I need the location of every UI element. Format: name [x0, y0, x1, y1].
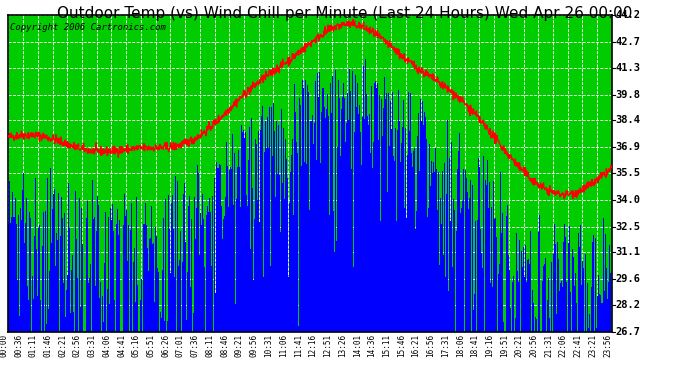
Text: 10:31: 10:31 [264, 334, 273, 357]
Text: 29.6: 29.6 [615, 274, 640, 284]
Text: 19:51: 19:51 [500, 334, 509, 357]
Text: 00:36: 00:36 [14, 334, 23, 357]
Text: 26.7: 26.7 [615, 327, 640, 337]
Text: 20:21: 20:21 [515, 334, 524, 357]
Text: 08:11: 08:11 [206, 334, 215, 357]
Text: 14:36: 14:36 [367, 334, 377, 357]
Text: 13:26: 13:26 [338, 334, 347, 357]
Text: 32.5: 32.5 [615, 222, 640, 232]
Text: 01:46: 01:46 [43, 334, 52, 357]
Text: 09:56: 09:56 [250, 334, 259, 357]
Text: 09:21: 09:21 [235, 334, 244, 357]
Text: 31.1: 31.1 [615, 247, 640, 257]
Text: 35.5: 35.5 [615, 168, 640, 177]
Text: 11:06: 11:06 [279, 334, 288, 357]
Text: 19:16: 19:16 [485, 334, 494, 357]
Text: 17:31: 17:31 [441, 334, 450, 357]
Text: 41.3: 41.3 [615, 63, 640, 72]
Text: 14:01: 14:01 [353, 334, 362, 357]
Text: 39.8: 39.8 [615, 90, 640, 100]
Text: 38.4: 38.4 [615, 115, 640, 125]
Text: 16:21: 16:21 [412, 334, 421, 357]
Text: 23:56: 23:56 [603, 334, 612, 357]
Text: 16:56: 16:56 [426, 334, 435, 357]
Text: 23:21: 23:21 [589, 334, 598, 357]
Text: 02:56: 02:56 [73, 334, 82, 357]
Text: 05:51: 05:51 [146, 334, 155, 357]
Text: 18:06: 18:06 [456, 334, 465, 357]
Text: 20:56: 20:56 [529, 334, 538, 357]
Text: 42.7: 42.7 [615, 37, 640, 47]
Text: 36.9: 36.9 [615, 142, 640, 152]
Text: 03:31: 03:31 [88, 334, 97, 357]
Text: 07:01: 07:01 [176, 334, 185, 357]
Text: 22:06: 22:06 [559, 334, 568, 357]
Text: 01:11: 01:11 [29, 334, 38, 357]
Text: 22:41: 22:41 [573, 334, 582, 357]
Text: Outdoor Temp (vs) Wind Chill per Minute (Last 24 Hours) Wed Apr 26 00:00: Outdoor Temp (vs) Wind Chill per Minute … [57, 6, 633, 21]
Text: 08:46: 08:46 [220, 334, 229, 357]
Text: 05:16: 05:16 [132, 334, 141, 357]
Text: 07:36: 07:36 [190, 334, 199, 357]
Text: 15:46: 15:46 [397, 334, 406, 357]
Text: 00:00: 00:00 [0, 334, 8, 357]
Text: 15:11: 15:11 [382, 334, 391, 357]
Text: 06:26: 06:26 [161, 334, 170, 357]
Text: 12:16: 12:16 [308, 334, 317, 357]
Text: 12:51: 12:51 [323, 334, 333, 357]
Text: 28.2: 28.2 [615, 300, 640, 310]
Text: 21:31: 21:31 [544, 334, 553, 357]
Text: 44.2: 44.2 [615, 10, 640, 20]
Text: 11:41: 11:41 [294, 334, 303, 357]
Text: 34.0: 34.0 [615, 195, 640, 205]
Text: Copyright 2006 Cartronics.com: Copyright 2006 Cartronics.com [10, 23, 166, 32]
Text: 04:41: 04:41 [117, 334, 126, 357]
Text: 18:41: 18:41 [471, 334, 480, 357]
Text: 04:06: 04:06 [102, 334, 111, 357]
Text: 02:21: 02:21 [58, 334, 67, 357]
